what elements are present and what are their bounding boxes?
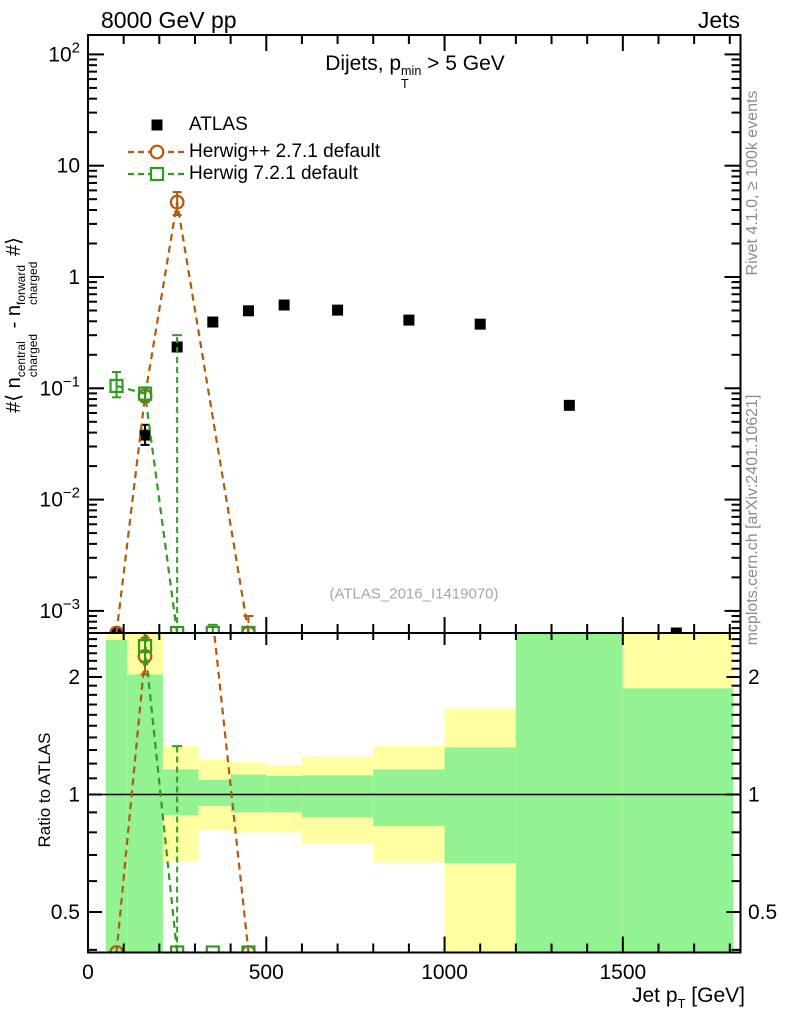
- legend-item-atlas: ATLAS: [126, 113, 248, 137]
- x-label-pre: Jet p: [631, 984, 678, 1007]
- ratio-panel-frame: [87, 632, 742, 954]
- svg-text:1: 1: [68, 784, 80, 807]
- svg-text:1000: 1000: [421, 961, 468, 984]
- subtitle-sub: T: [401, 77, 409, 92]
- y-label-mid: - n: [2, 304, 25, 334]
- x-label-post: [GeV]: [685, 984, 745, 1007]
- svg-text:1500: 1500: [599, 961, 646, 984]
- subtitle-supsub: min T: [401, 65, 421, 91]
- svg-text:1: 1: [748, 784, 760, 807]
- legend-swatch-graphic: [151, 119, 163, 131]
- y-label-pre: #⟨ n: [2, 377, 25, 413]
- legend-label-herwig7: Herwig 7.2.1 default: [189, 163, 358, 184]
- svg-text:2: 2: [748, 666, 760, 689]
- svg-text:2: 2: [68, 666, 80, 689]
- rivet-version-text: Rivet 4.1.0, ≥ 100k events: [744, 90, 761, 276]
- svg-text:10−2: 10−2: [40, 485, 80, 512]
- svg-text:1: 1: [68, 266, 80, 289]
- legend-item-herwigpp: Herwig++ 2.7.1 default: [126, 140, 380, 164]
- analysis-group-title: Jets: [697, 7, 740, 33]
- x-axis-label: Jet pT [GeV]: [631, 984, 745, 1011]
- y-label-stack-2: forward charged: [14, 261, 41, 305]
- analysis-id-watermark: (ATLAS_2016_I1419070): [329, 585, 499, 603]
- x-label-sub: T: [677, 995, 686, 1011]
- svg-text:500: 500: [249, 961, 284, 984]
- legend-item-herwig7: Herwig 7.2.1 default: [126, 162, 358, 186]
- beam-title: 8000 GeV pp: [101, 7, 237, 33]
- ratio-axis-label: Ratio to ATLAS: [35, 732, 54, 848]
- svg-text:10−1: 10−1: [40, 373, 80, 400]
- legend-marker-atlas: [126, 115, 188, 135]
- y-axis-label: #⟨ n central charged - n forward charged #⟩: [1, 237, 40, 413]
- svg-text:10−3: 10−3: [40, 596, 80, 623]
- axis-ticks: [87, 36, 740, 952]
- subtitle-pre: Dijets, p: [325, 52, 402, 75]
- legend-label-herwigpp: Herwig++ 2.7.1 default: [189, 141, 381, 162]
- ratio-uncertainty-bands: [105, 634, 734, 952]
- svg-text:102: 102: [48, 39, 80, 66]
- subtitle-sup: min: [401, 64, 422, 79]
- y-label-sub1: charged: [26, 333, 41, 378]
- legend-swatch-graphic: [128, 144, 186, 160]
- svg-text:0: 0: [82, 961, 94, 984]
- y-label-sub2: charged: [26, 261, 41, 305]
- mcplots-reference-text: mcplots.cern.ch [arXiv:2401.10621]: [744, 394, 761, 646]
- legend-label-atlas: ATLAS: [189, 114, 248, 135]
- subtitle-post: > 5 GeV: [421, 52, 505, 75]
- svg-text:10: 10: [57, 155, 80, 178]
- y-label-post: #⟩: [2, 237, 25, 262]
- plot-subtitle: Dijets, p min T > 5 GeV: [325, 52, 505, 91]
- y-label-stack-1: central charged: [14, 333, 41, 378]
- svg-text:0.5: 0.5: [51, 901, 80, 924]
- svg-text:0.5: 0.5: [748, 901, 777, 924]
- legend-marker-herwigpp: [126, 142, 188, 162]
- legend-marker-herwig7: [126, 164, 188, 184]
- legend-swatch-graphic: [128, 166, 186, 182]
- tick-labels: 102 10 1 10−1 10−2 10−3 2 2 1 1 0.5 0.5 0 500 1000 1500: [40, 39, 778, 984]
- series-herwig-7-2-1-default: [109, 334, 256, 952]
